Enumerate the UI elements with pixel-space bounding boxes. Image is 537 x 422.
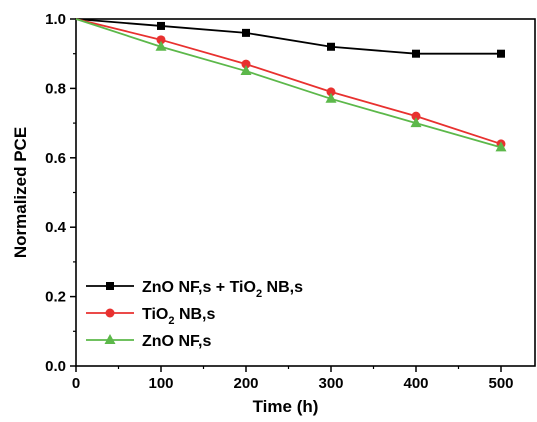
- data-point: [157, 21, 165, 30]
- data-point: [410, 117, 422, 128]
- data-point: [412, 49, 420, 58]
- legend-label: TiO2 NB,s: [142, 306, 216, 327]
- y-tick-label: 1.0: [45, 11, 66, 28]
- series-line: [75, 18, 501, 55]
- x-tick-label: 400: [403, 375, 428, 392]
- data-point: [327, 42, 335, 51]
- data-point: [411, 111, 421, 121]
- series-layer: [75, 18, 507, 152]
- series-2: [75, 18, 507, 152]
- legend-label-part: ZnO NF,s: [142, 333, 211, 350]
- y-tick-label: 0.2: [45, 289, 66, 306]
- axes: 0 100 200 300 400 500 0.0 0.2 0.4 0.6 0.8 1.0 Time (…: [11, 11, 536, 416]
- x-tick-label: 0: [72, 375, 80, 392]
- x-axis-title: Time (h): [253, 397, 319, 416]
- data-point: [241, 59, 251, 69]
- series-1: [75, 18, 506, 149]
- data-point: [155, 40, 167, 51]
- data-point: [495, 141, 507, 152]
- legend-label: ZnO NF,s: [142, 333, 211, 350]
- series-line: [75, 18, 502, 149]
- legend-marker: [104, 334, 116, 344]
- data-point: [326, 87, 336, 97]
- legend-item: TiO2 NB,s: [86, 306, 216, 327]
- data-point: [240, 65, 252, 76]
- x-tick-label: 100: [148, 375, 173, 392]
- legend-label-part: 2: [168, 315, 174, 327]
- legend-label-part: TiO: [142, 306, 168, 323]
- y-axis-title: Normalized PCE: [11, 127, 30, 258]
- legend-label: ZnO NF,s + TiO2 NB,s: [142, 279, 303, 300]
- data-point: [156, 35, 166, 45]
- data-point: [242, 28, 250, 37]
- legend-label-part: 2: [256, 288, 262, 300]
- y-tick-label: 0.6: [45, 150, 66, 167]
- x-tick-label: 200: [233, 375, 258, 392]
- series-0: [75, 18, 505, 58]
- data-point: [497, 49, 505, 58]
- legend-item: ZnO NF,s + TiO2 NB,s: [86, 279, 303, 300]
- data-point: [325, 92, 337, 103]
- y-tick-label: 0.8: [45, 80, 66, 97]
- legend-label-part: NB,s: [175, 306, 216, 323]
- legend-marker: [105, 308, 115, 318]
- series-line: [75, 18, 502, 145]
- legend-marker: [106, 282, 114, 290]
- x-tick-label: 300: [318, 375, 343, 392]
- legend-label-part: ZnO NF,s + TiO: [142, 279, 256, 296]
- y-tick-label: 0.4: [45, 219, 67, 236]
- y-tick-label: 0.0: [45, 358, 66, 375]
- legend-label-part: NB,s: [262, 279, 303, 296]
- x-tick-label: 500: [488, 375, 513, 392]
- legend-item: ZnO NF,s: [86, 333, 211, 350]
